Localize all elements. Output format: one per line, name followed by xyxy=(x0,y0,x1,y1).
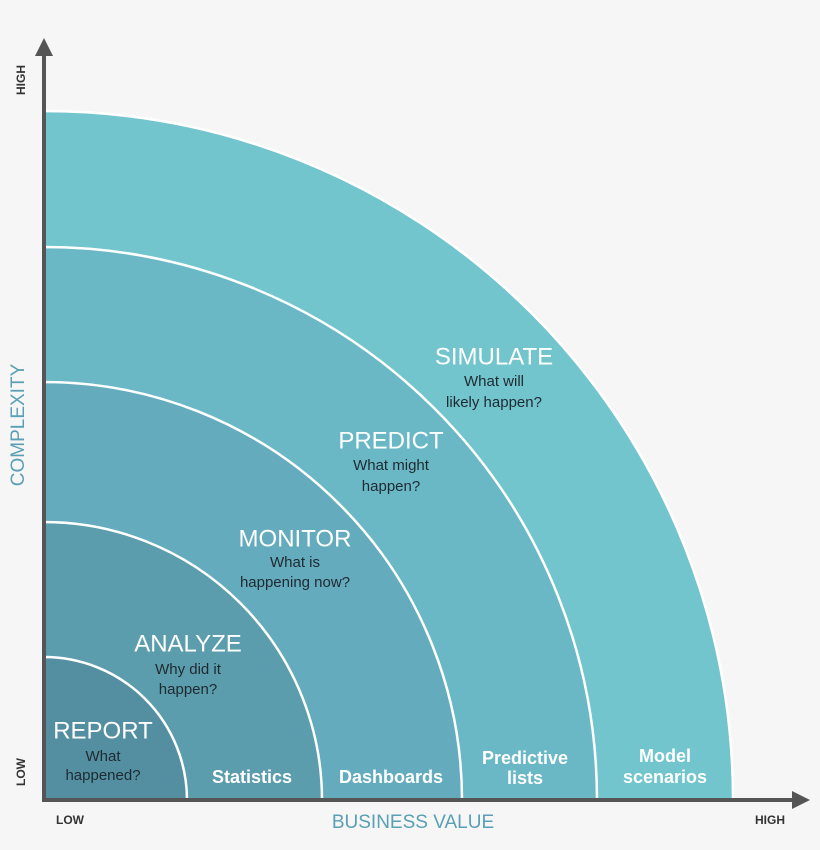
ring-title: REPORT xyxy=(53,717,153,744)
ring-question: happening now? xyxy=(240,574,350,591)
ring-base-label: lists xyxy=(507,768,543,788)
ring-question: What will xyxy=(464,373,524,390)
ring-question: happen? xyxy=(362,478,420,495)
ring-question: happened? xyxy=(65,767,140,784)
y-low: LOW xyxy=(14,757,28,786)
ring-title: MONITOR xyxy=(239,525,352,552)
ring-title: ANALYZE xyxy=(134,630,242,657)
y-high: HIGH xyxy=(14,65,28,95)
y-arrow xyxy=(35,38,53,56)
y-axis-label: COMPLEXITY xyxy=(8,363,29,486)
ring-question: happen? xyxy=(159,681,217,698)
x-arrow xyxy=(792,791,810,809)
ring-title: PREDICT xyxy=(338,427,444,454)
x-high: HIGH xyxy=(755,813,785,827)
x-axis-label: BUSINESS VALUE xyxy=(332,812,494,833)
ring-question: likely happen? xyxy=(446,394,542,411)
ring-question: What is xyxy=(270,554,320,571)
ring-base-label: Statistics xyxy=(212,767,292,787)
ring-question: What xyxy=(85,748,121,765)
ring xyxy=(42,655,189,802)
ring-base-label: Predictive xyxy=(482,748,568,768)
x-low: LOW xyxy=(56,813,85,827)
ring-base-label: Model xyxy=(639,746,691,766)
ring-base-label: scenarios xyxy=(623,767,707,787)
ring-question: What might xyxy=(353,457,430,474)
rings: REPORT What happened? ANALYZE Why did it happ… xyxy=(42,109,735,802)
ring-title: SIMULATE xyxy=(435,343,553,370)
ring-question: Why did it xyxy=(155,661,222,678)
ring-base-label: Dashboards xyxy=(339,767,443,787)
